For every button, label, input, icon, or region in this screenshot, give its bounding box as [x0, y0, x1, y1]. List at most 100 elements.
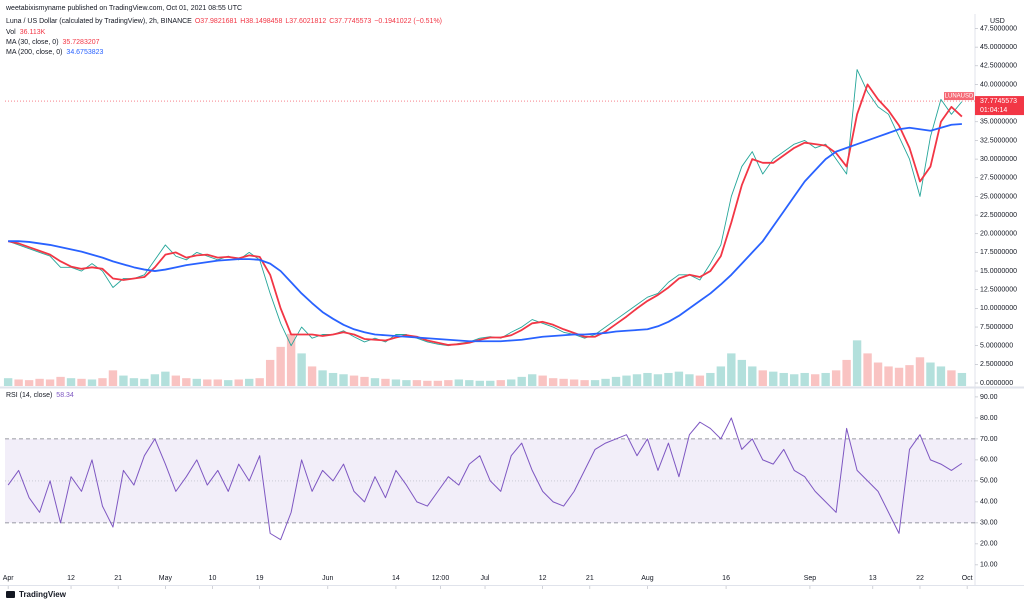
- volume-bar: [255, 378, 264, 386]
- published-note: weetabixismyname published on TradingVie…: [5, 5, 242, 12]
- volume-bar: [548, 378, 558, 386]
- x-tick-label: Aug: [641, 575, 654, 582]
- volume-bar: [831, 370, 841, 386]
- y-tick-label: 10.0000000: [980, 305, 1017, 312]
- volume-bar: [957, 372, 967, 386]
- last-price-text: 37.7745573: [980, 98, 1017, 105]
- volume-bar: [465, 380, 474, 386]
- volume-bar: [926, 362, 935, 386]
- ma30-legend: MA (30, close, 0) 35.7283207: [6, 39, 100, 46]
- y-tick-label: 32.5000000: [980, 137, 1017, 144]
- y-tick-label: 80.00: [980, 415, 998, 422]
- volume-bar: [758, 370, 767, 386]
- volume-bar: [894, 367, 904, 386]
- y-tick-label: 0.0000000: [980, 380, 1013, 387]
- y-tick-label: 50.00: [980, 478, 998, 485]
- x-tick-label: Sep: [804, 575, 817, 582]
- volume-bar: [150, 374, 160, 386]
- last-price-tag: [975, 96, 1024, 116]
- volume-bar: [590, 380, 600, 386]
- volume-bar: [769, 371, 778, 386]
- volume-bar: [444, 380, 453, 386]
- x-tick-label: 14: [392, 575, 400, 582]
- volume-bar: [402, 380, 411, 386]
- rsi-line: [7, 417, 963, 541]
- volume-bar: [601, 378, 610, 386]
- volume-bar: [213, 379, 222, 386]
- volume-bar: [580, 380, 589, 386]
- volume-bar: [318, 370, 327, 386]
- y-tick-label: 17.5000000: [980, 249, 1017, 256]
- y-tick-label: 22.5000000: [980, 212, 1017, 219]
- volume-bar: [265, 359, 275, 386]
- volume-bar: [810, 374, 820, 386]
- moving-average-line: [8, 123, 962, 343]
- volume-bar: [119, 375, 128, 386]
- y-tick-label: 45.0000000: [980, 44, 1017, 51]
- symbol-tag-text: LUNAUSD: [945, 94, 974, 100]
- volume-bar: [245, 378, 254, 386]
- rsi-value: 58.34: [56, 392, 74, 399]
- x-tick-label: 21: [586, 575, 594, 582]
- x-tick-label: May: [159, 575, 173, 582]
- x-tick-label: 12:00: [432, 575, 450, 582]
- x-tick-label: 12: [539, 575, 547, 582]
- x-tick-label: 21: [114, 575, 122, 582]
- volume-bar: [98, 378, 107, 386]
- volume-bar: [779, 372, 788, 386]
- volume-bar: [56, 376, 65, 386]
- volume-bar: [821, 372, 830, 386]
- volume-bar: [559, 378, 568, 386]
- volume-bar: [475, 380, 484, 386]
- volume-bar: [569, 379, 579, 386]
- volume-bar: [370, 378, 380, 386]
- volume-bar: [852, 340, 862, 386]
- ohlc-close: C37.7745573: [329, 18, 371, 25]
- x-tick-label: 19: [256, 575, 264, 582]
- volume-bar: [873, 362, 883, 386]
- volume-bar: [234, 379, 243, 386]
- volume-bar: [748, 366, 757, 386]
- volume-bar: [685, 374, 694, 386]
- y-tick-label: 40.0000000: [980, 81, 1017, 88]
- ohlc-open: O37.9821681: [195, 18, 238, 25]
- y-tick-label: 2.5000000: [980, 361, 1013, 368]
- volume-bar: [496, 380, 505, 386]
- y-tick-label: 10.00: [980, 562, 998, 569]
- volume-bar: [349, 375, 359, 386]
- volume-bar: [664, 372, 673, 386]
- volume-bar: [486, 380, 495, 386]
- y-tick-label: 40.00: [980, 499, 998, 506]
- volume-bar: [14, 379, 23, 386]
- volume-bar: [947, 370, 956, 386]
- ohlc-high: H38.1498458: [240, 18, 282, 25]
- y-tick-label: 27.5000000: [980, 175, 1017, 182]
- volume-bar: [129, 378, 139, 386]
- y-tick-label: 20.00: [980, 541, 998, 548]
- y-tick-label: 70.00: [980, 436, 998, 443]
- volume-bar: [527, 374, 537, 386]
- ma200-value: 34.6753823: [66, 49, 103, 56]
- brand-text: TradingView: [19, 590, 67, 599]
- x-tick-label: 13: [869, 575, 877, 582]
- volume-bar: [24, 380, 34, 386]
- volume-bar: [884, 366, 893, 386]
- y-tick-label: 47.5000000: [980, 25, 1017, 32]
- volume-bar: [339, 374, 348, 386]
- volume-bar: [643, 372, 652, 386]
- volume-bar: [433, 380, 443, 386]
- volume-bar: [87, 379, 97, 386]
- volume-bar: [517, 376, 526, 386]
- volume-bar: [454, 379, 464, 386]
- volume-bar: [653, 374, 663, 386]
- volume-bar: [171, 375, 181, 386]
- volume-bar: [507, 379, 516, 386]
- volume-bar: [737, 359, 746, 386]
- ma200-name: MA (200, close, 0): [6, 49, 62, 56]
- volume-bar: [297, 353, 306, 386]
- volume-bar: [224, 380, 233, 386]
- symbol-tag: [944, 92, 974, 101]
